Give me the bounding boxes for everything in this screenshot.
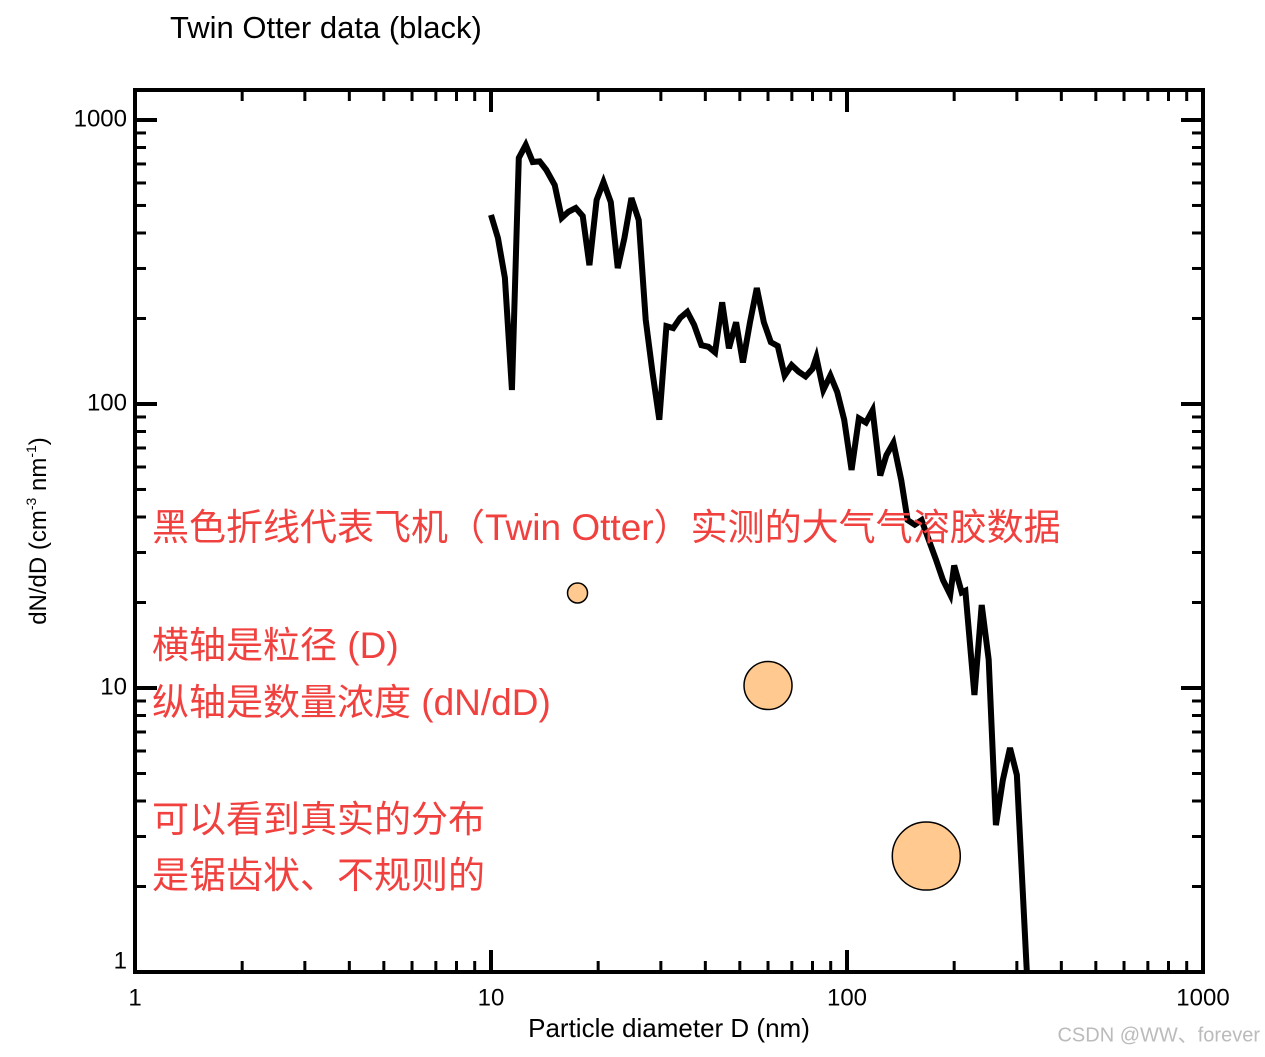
bubble	[743, 660, 793, 711]
plot-frame	[133, 88, 1205, 974]
y-axis-label-part: dN/dD (cm	[25, 510, 52, 625]
bubble	[891, 821, 962, 891]
annotation: 纵轴是数量浓度 (dN/dD)	[152, 682, 551, 723]
y-axis-label-part: -1	[23, 445, 39, 458]
y-tick-label: 10	[100, 673, 127, 700]
y-axis-label-part: )	[25, 437, 52, 445]
x-axis-label: Particle diameter D (nm)	[528, 1013, 810, 1043]
annotation: 可以看到真实的分布	[152, 799, 485, 840]
watermark: CSDN @WW、forever	[1057, 1024, 1260, 1046]
x-tick-label: 1000	[1176, 984, 1229, 1011]
y-axis-label: dN/dD (cm-3 nm-1)	[23, 437, 53, 625]
annotation: 黑色折线代表飞机（Twin Otter）实测的大气气溶胶数据	[152, 507, 1061, 548]
annotation: 横轴是粒径 (D)	[152, 625, 399, 666]
x-tick-label: 100	[827, 984, 867, 1011]
chart-title: Twin Otter data (black)	[170, 10, 482, 45]
annotation: 是锯齿状、不规则的	[152, 855, 485, 896]
x-tick-label: 10	[478, 984, 505, 1011]
y-tick-label: 1	[114, 947, 127, 974]
y-axis-label-part: -3	[23, 497, 39, 510]
y-tick-label: 100	[87, 389, 127, 416]
x-tick-label: 1	[128, 984, 141, 1011]
y-tick-label: 1000	[74, 105, 127, 132]
y-axis-label-part: nm	[25, 458, 52, 498]
bubble	[566, 582, 589, 604]
data-line	[488, 137, 1030, 973]
